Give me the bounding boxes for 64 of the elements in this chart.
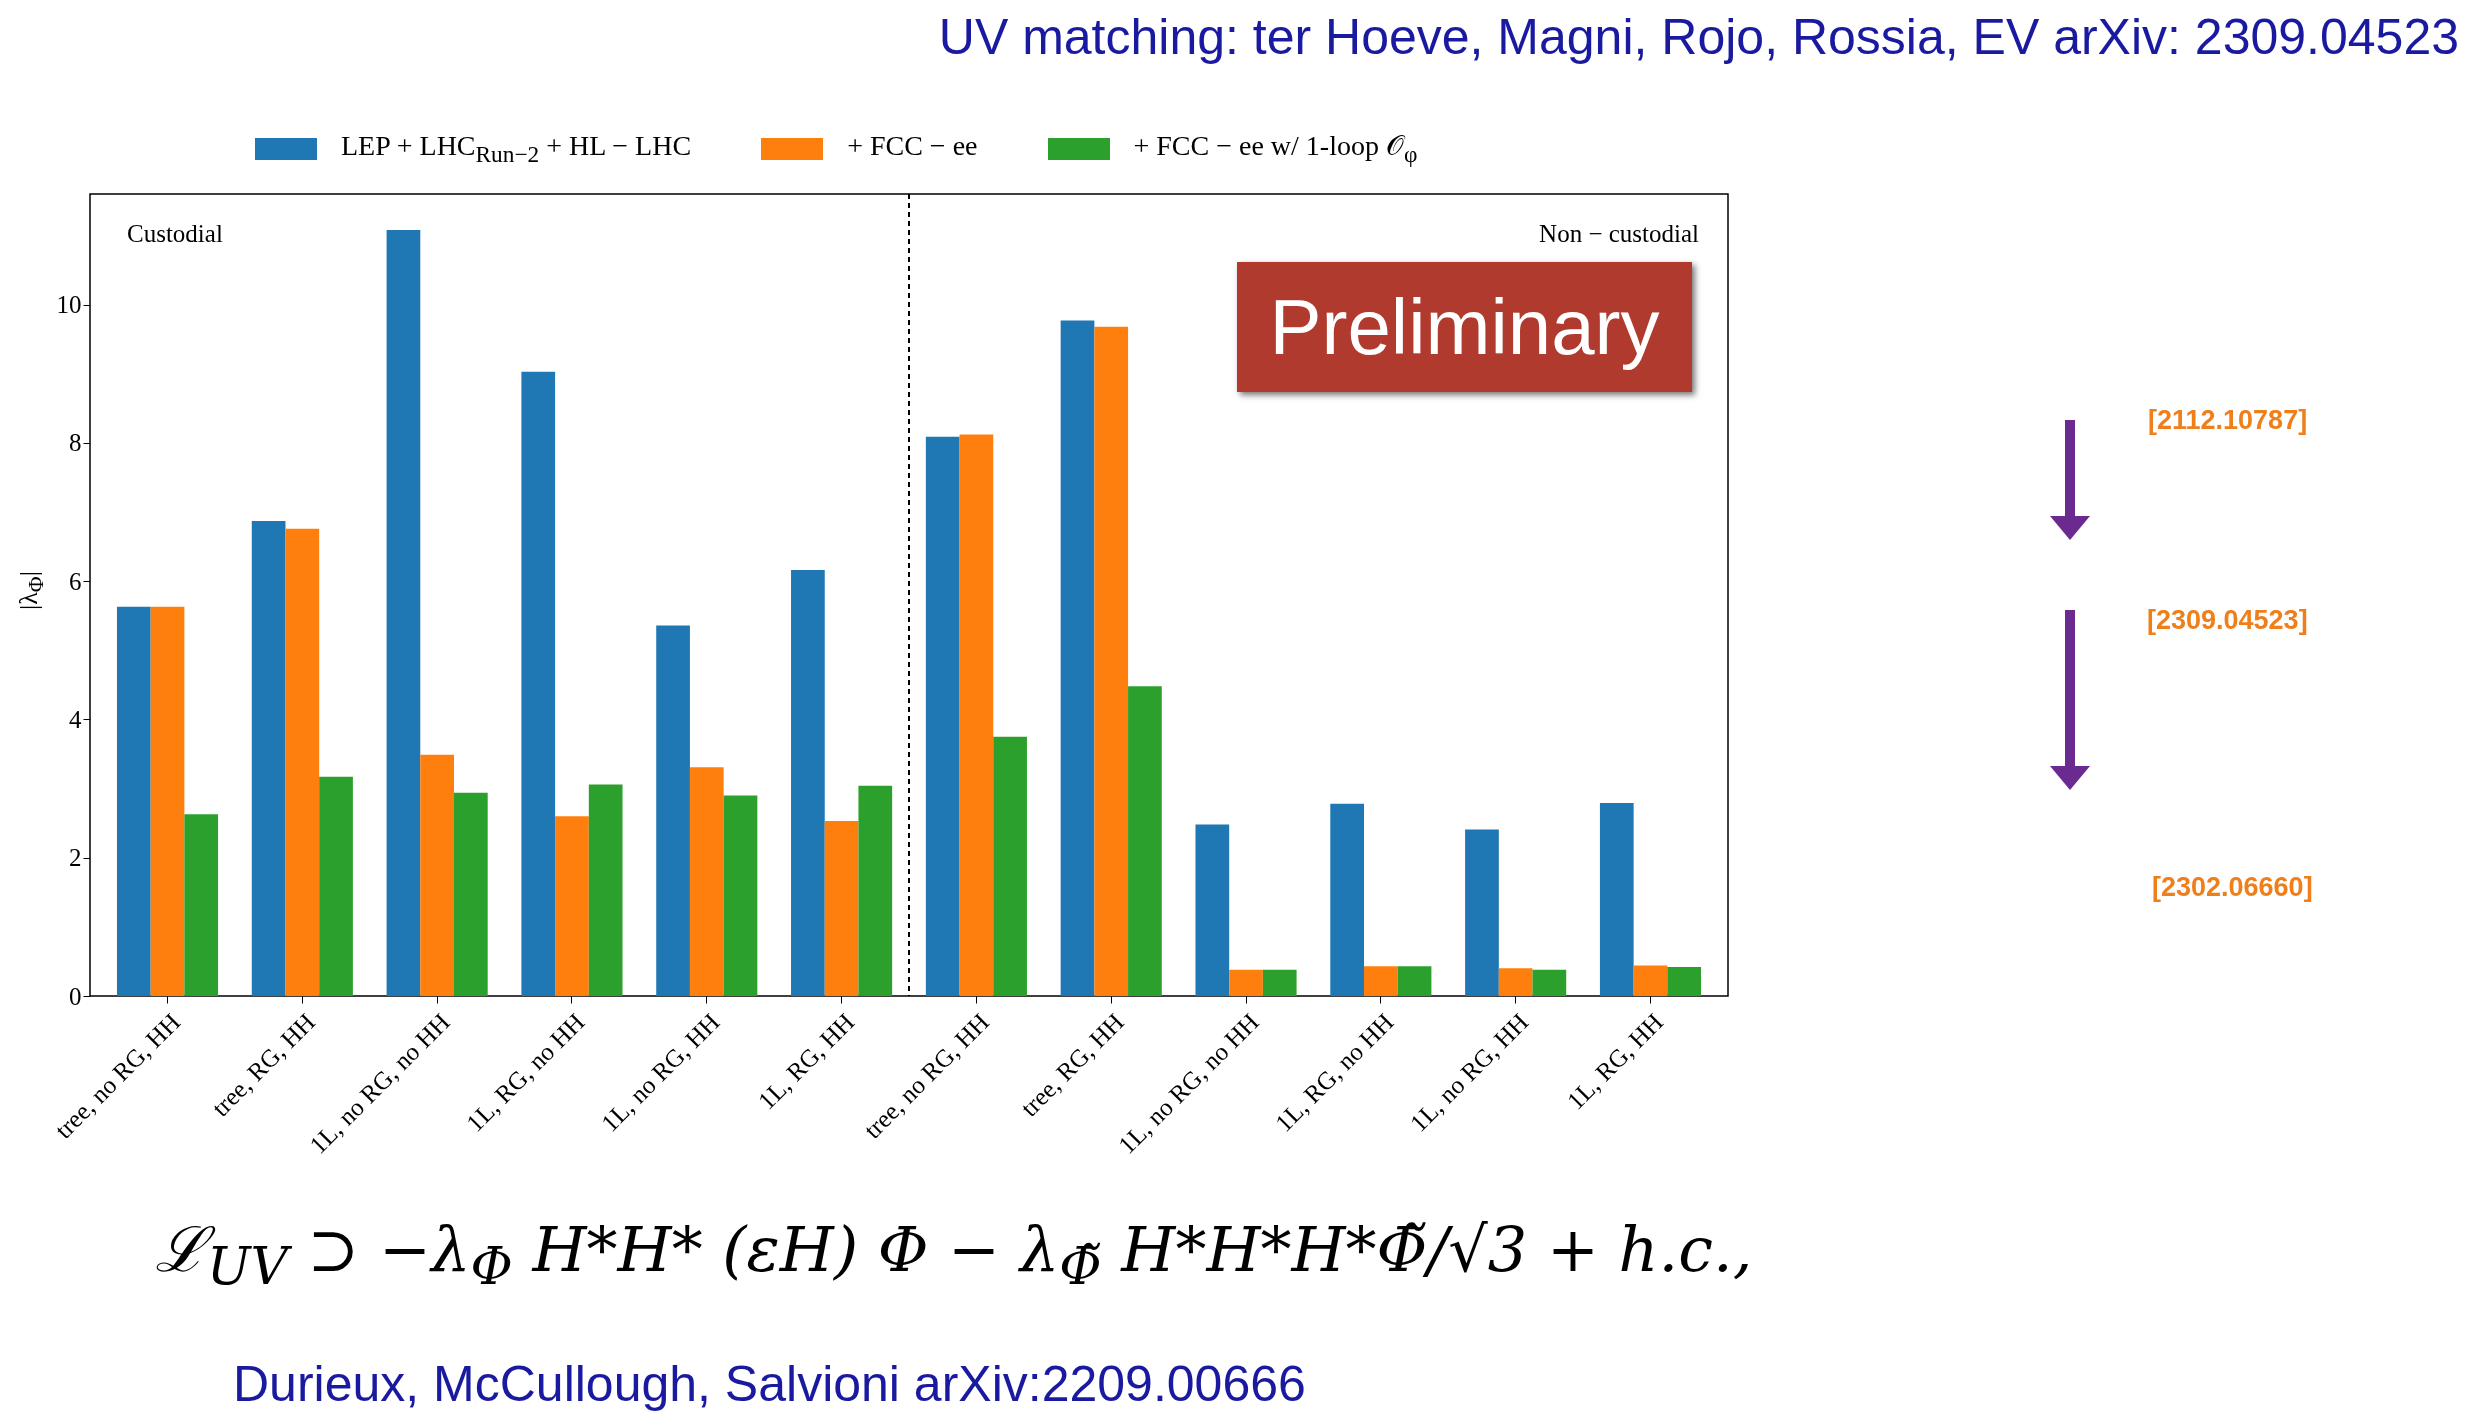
y-tick-label: 6 <box>69 567 82 595</box>
bar <box>1465 829 1499 996</box>
annotation: Preliminary <box>1237 262 1692 392</box>
y-tick-label: 8 <box>69 429 82 457</box>
x-tick-label: 1L, no RG, HH <box>1404 1008 1534 1137</box>
bar <box>925 436 960 996</box>
x-tick-label: tree, RG, HH <box>206 1008 321 1122</box>
text: ℒ$_{UV}$ ⊃ −λ$_{Φ}$ H*H* (εH) Φ − λ$_{Φ̃}$ H*H*H*Φ̃/√3 + h.c., <box>155 1212 1753 1297</box>
text: [2302.06660] <box>2152 872 2313 903</box>
bar <box>1397 966 1432 996</box>
bar <box>1262 969 1297 996</box>
bar <box>959 434 994 996</box>
bar <box>150 606 185 996</box>
bar <box>420 754 454 996</box>
x-tick-label: 1L, no RG, HH <box>595 1008 725 1137</box>
bar <box>1195 824 1230 996</box>
legend-label: LEP + LHC$_{Run−2}$ + HL − LHC <box>340 130 692 168</box>
bar <box>1364 966 1398 996</box>
text: [2112.10787] <box>2148 405 2308 436</box>
text: [2309.04523] <box>2147 605 2308 636</box>
x-tick-label: 1L, RG, HH <box>1561 1008 1669 1115</box>
x-tick-label: 1L, RG, HH <box>752 1008 860 1115</box>
bar <box>824 821 859 996</box>
bar <box>689 767 724 996</box>
x-tick-label: 1L, RG, no HH <box>461 1008 590 1137</box>
bar <box>656 625 690 996</box>
bar <box>251 521 286 996</box>
y-tick-label: 10 <box>56 291 82 319</box>
x-tick-label: 1L, RG, no HH <box>1269 1008 1399 1137</box>
bar <box>858 785 893 996</box>
legend-label: + FCC − ee w/ 1-loop 𝒪$_{φ}$ <box>1132 130 1418 168</box>
bar <box>993 736 1027 996</box>
annotation: Non − custodial <box>1539 220 1699 248</box>
bar <box>1060 320 1095 996</box>
bar <box>723 795 758 996</box>
x-tick-label: tree, no RG, HH <box>49 1008 186 1144</box>
bar <box>386 229 421 996</box>
bar <box>319 776 353 996</box>
bar <box>454 792 488 996</box>
y-tick-label: 0 <box>69 982 82 1010</box>
bar <box>1532 969 1567 996</box>
bar <box>555 816 589 996</box>
bar <box>184 814 219 996</box>
bar <box>1599 803 1634 996</box>
chart-title: UV matching: ter Hoeve, Magni, Rojo, Rossia, EV arXiv: 2309.04523 <box>938 8 2459 66</box>
text: Durieux, McCullough, Salvioni arXiv:2209.00666 <box>233 1355 1306 1413</box>
legend-label: + FCC − ee <box>846 130 978 163</box>
x-tick-label: tree, no RG, HH <box>858 1008 995 1144</box>
bar <box>1498 968 1533 996</box>
bar <box>1094 326 1129 996</box>
annotation: Custodial <box>127 220 223 248</box>
bar <box>1667 966 1702 996</box>
y-tick-label: 4 <box>69 705 82 733</box>
bar <box>521 371 556 996</box>
bar <box>1330 803 1364 996</box>
bar <box>588 784 623 996</box>
x-tick-label: tree, RG, HH <box>1015 1008 1129 1122</box>
bar <box>791 570 825 996</box>
bar <box>1633 965 1668 996</box>
bar <box>1229 969 1263 996</box>
bar <box>1128 686 1162 996</box>
bar <box>116 606 151 996</box>
y-tick-label: 2 <box>69 844 82 872</box>
bar <box>285 528 320 996</box>
